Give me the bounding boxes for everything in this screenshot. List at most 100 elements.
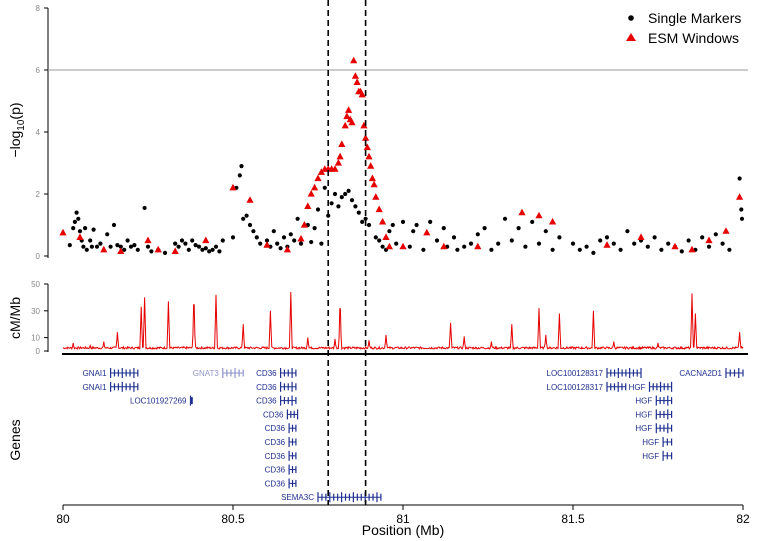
esm-window-point [637,233,645,240]
single-marker-point [264,238,270,243]
esm-window-point [334,159,342,166]
gene-exon [667,423,669,434]
single-marker-point [455,247,460,252]
single-marker-point [298,241,304,246]
single-marker-point [380,244,385,249]
gene-track: HGF [629,381,673,392]
single-marker-point [162,250,168,255]
single-marker-point [346,188,351,193]
single-marker-point [659,247,664,252]
gene-exon [659,410,661,418]
single-marker-point [173,241,178,246]
gene-exon [287,397,289,405]
gene-exon [613,369,616,377]
single-marker-point [118,244,123,249]
single-marker-point [278,246,283,251]
gene-label: HGF [642,452,659,461]
single-marker-point [71,226,76,231]
single-marker-point [407,244,412,249]
esm-window-point [336,152,344,160]
single-marker-point [343,191,348,197]
gene-exon [295,466,297,474]
single-marker-point [295,216,300,221]
single-marker-point [652,235,657,240]
gene-exon [230,369,232,377]
gene-track: CD36 [256,395,297,406]
esm-window-point [307,190,315,197]
x-tick-label: 80 [56,512,70,526]
gene-track: CD36 [265,464,297,475]
gene-label: CD36 [263,410,284,419]
region-boundaries [327,0,367,505]
gene-exon [291,479,294,487]
single-marker-point [700,235,705,240]
gene-exon [189,395,192,406]
single-marker-point [496,241,501,246]
gene-track: CD36 [265,478,297,489]
esm-window-point [331,165,339,172]
single-marker-point [190,238,195,243]
gene-exon [667,395,669,406]
single-marker-point [81,244,86,249]
gene-label: CD36 [256,383,277,392]
esm-window-point [144,236,152,244]
single-marker-point [509,238,514,243]
esm-window-point [283,245,291,253]
single-marker-point [536,241,542,246]
single-marker-point [312,226,317,231]
recombination-rate-line [62,291,744,351]
single-marker-point [570,241,576,246]
gene-exon [287,383,289,391]
single-marker-point [737,176,742,181]
gene-exon [325,493,327,501]
single-marker-point [196,244,202,249]
single-marker-point [72,219,77,224]
gene-exon [129,383,131,391]
single-marker-point [76,216,81,221]
esm-window-point [365,152,373,160]
single-marker-point [414,222,419,228]
gene-exon [733,369,736,377]
genes-label: Genes [7,419,23,460]
single-marker-point [105,232,110,237]
single-marker-point [128,244,134,249]
single-marker-point [353,204,358,209]
gene-exon [117,369,119,377]
single-marker-point [543,229,548,234]
gene-label: SEMA3C [281,493,314,502]
single-marker-point [149,249,154,254]
gene-exon [121,368,123,378]
esm-window-point [372,193,380,200]
gene-exon [125,369,127,377]
gene-track: CACNA2D1 [679,368,744,378]
gene-exon [368,493,370,501]
esm-window-point [311,183,319,191]
gene-exon [610,383,612,391]
esm-window-point [368,174,376,182]
single-marker-point [584,244,589,249]
single-marker-point [251,229,256,234]
single-marker-point [598,238,603,243]
single-marker-point [281,235,287,240]
gene-label: CD36 [265,424,286,433]
gene-exon [662,437,664,447]
gene-exon [636,369,638,377]
esm-window-point [154,245,162,253]
single-marker-point [88,238,93,243]
gene-exon [663,410,665,418]
gene-exon [291,466,294,474]
gene-exon [662,450,664,461]
single-marker-point [727,247,732,252]
single-marker-point [125,238,130,243]
single-marker-point [720,241,725,246]
legend-single-markers-marker [628,15,634,21]
gene-exon [742,369,744,377]
single-marker-point [625,229,630,234]
esm-window-point [350,56,358,64]
gene-exon [238,369,240,377]
gene-label: HGF [629,383,646,392]
gene-label: CD36 [265,438,286,447]
gene-exon [648,381,651,392]
recomb-y-tick-label: 0 [36,347,41,356]
